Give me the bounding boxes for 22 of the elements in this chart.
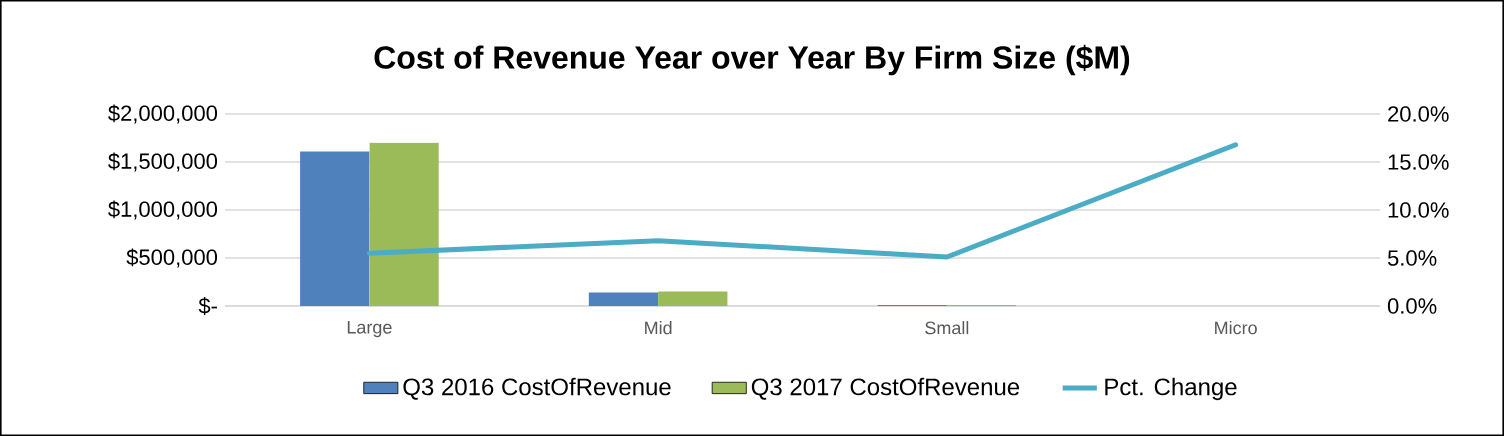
- bar: [300, 151, 370, 306]
- y-tick-label: $1,000,000: [108, 200, 218, 220]
- bar: [369, 142, 439, 306]
- y2-tick-label: 5.0%: [1387, 250, 1437, 266]
- y-tick-label: $-: [198, 297, 217, 315]
- x-tick-label: Mid: [645, 321, 672, 335]
- chart-title: Cost of Revenue Year over Year By Firm Size ($M): [374, 44, 1130, 76]
- x-tick-label: Micro: [1215, 321, 1257, 335]
- y2-tick-label: 20.0%: [1388, 106, 1449, 122]
- y-tick-label: $500,000: [126, 248, 218, 268]
- y-tick-label: $2,000,000: [108, 104, 218, 124]
- y2-tick-label: 10.0%: [1388, 202, 1449, 218]
- legend-label: Q3 2016 CostOfRevenue: [403, 377, 671, 400]
- bar: [658, 291, 728, 306]
- bar: [588, 292, 659, 306]
- y2-tick-label: 15.0%: [1388, 154, 1449, 170]
- legend-label: Q3 2017 CostOfRevenue: [751, 377, 1020, 400]
- legend-label: Pct. Change: [1105, 377, 1237, 401]
- x-tick-label: Large: [347, 321, 392, 338]
- y-tick-label: $1,500,000: [108, 152, 218, 172]
- y2-tick-label: 0.0%: [1387, 298, 1437, 314]
- x-tick-label: Small: [925, 321, 969, 335]
